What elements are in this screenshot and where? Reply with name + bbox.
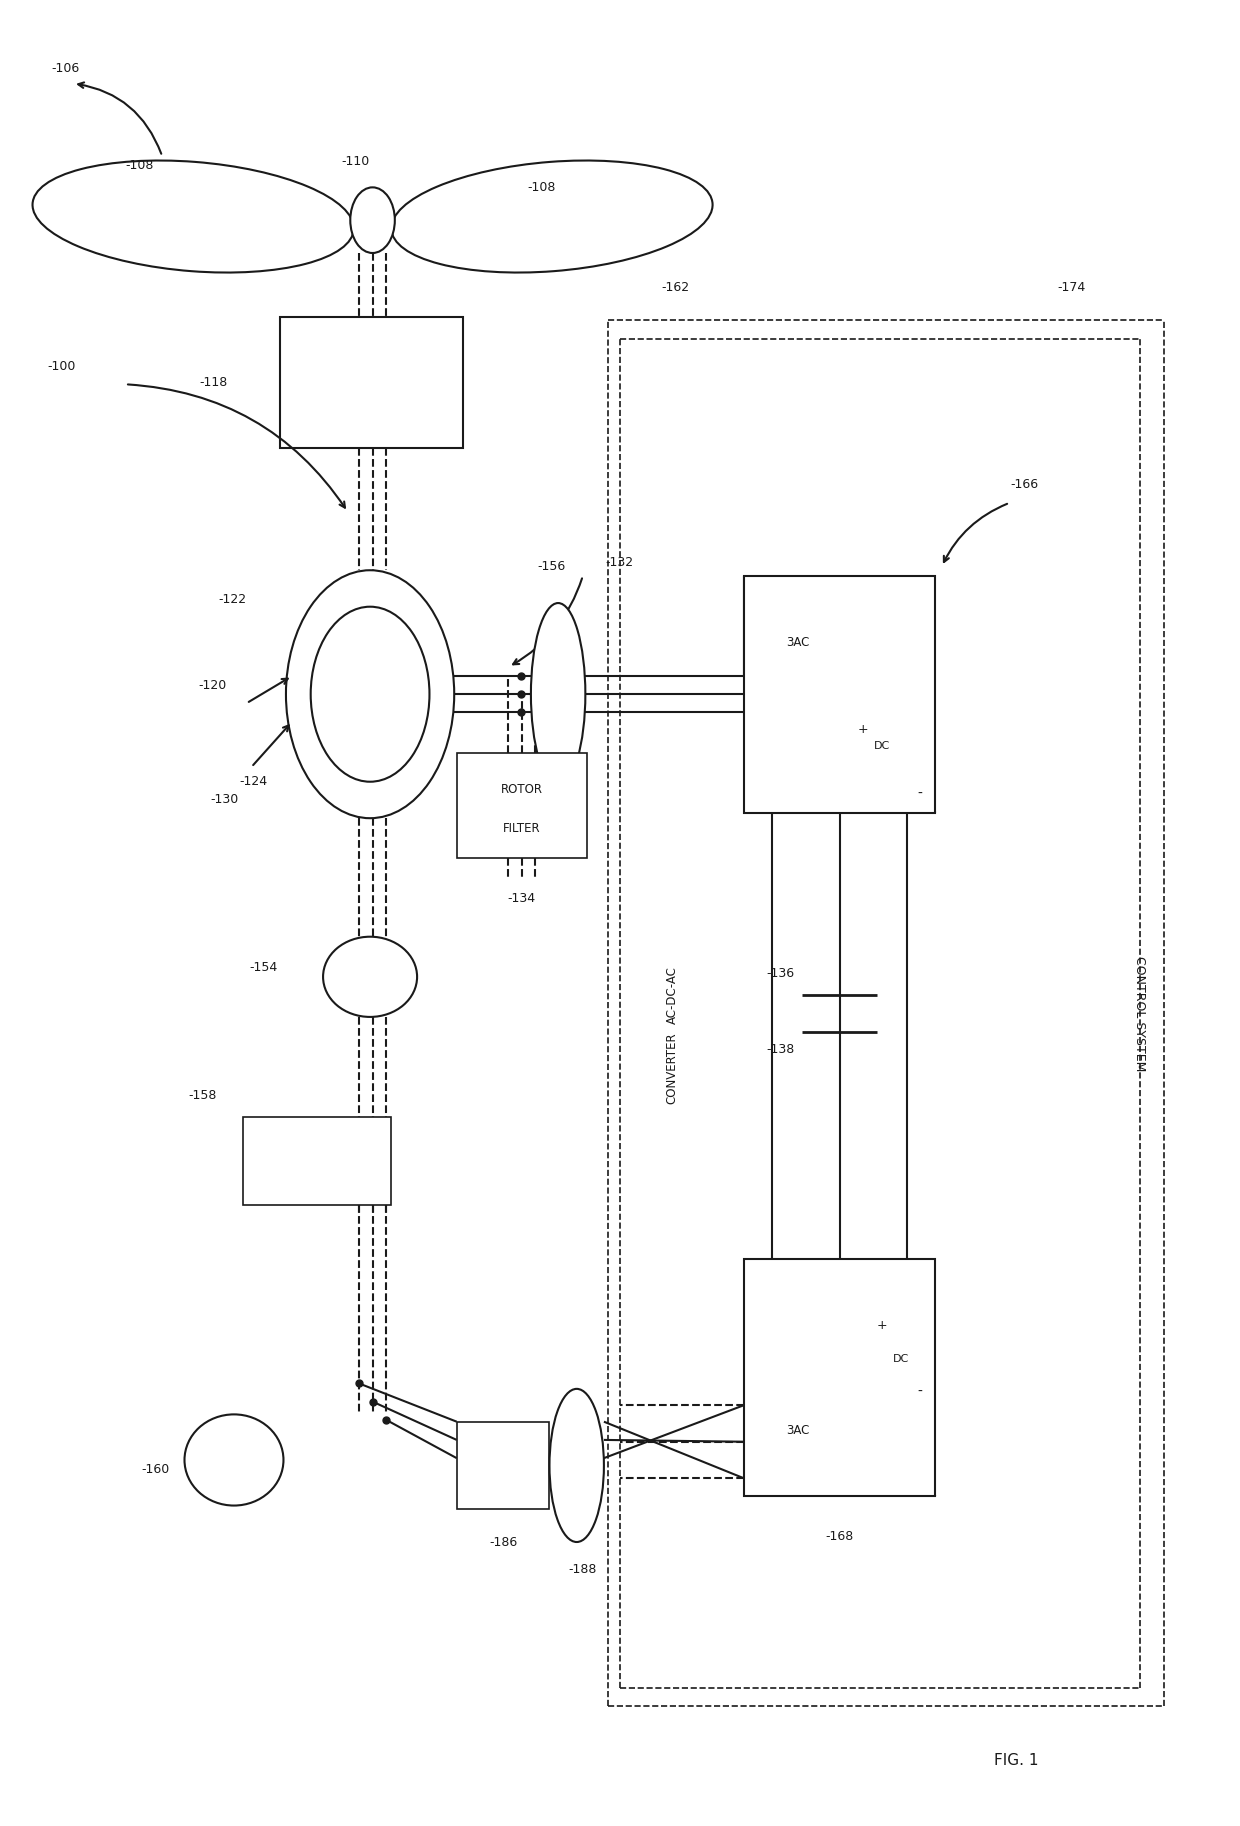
Circle shape <box>311 606 429 782</box>
Text: DC: DC <box>893 1353 909 1364</box>
Text: -124: -124 <box>239 776 268 789</box>
Text: -166: -166 <box>1011 478 1039 491</box>
Circle shape <box>286 570 454 818</box>
Text: -168: -168 <box>826 1530 853 1543</box>
Text: -162: -162 <box>662 281 689 294</box>
Ellipse shape <box>32 161 353 272</box>
Text: -: - <box>918 1386 923 1399</box>
Ellipse shape <box>392 161 713 272</box>
Text: -186: -186 <box>489 1536 517 1548</box>
Bar <box>280 316 463 447</box>
Text: -: - <box>918 787 923 802</box>
Text: -154: -154 <box>249 960 278 975</box>
Text: AC-DC-AC: AC-DC-AC <box>666 966 678 1024</box>
Bar <box>456 1422 549 1510</box>
Text: 3AC: 3AC <box>786 1424 810 1437</box>
Text: -160: -160 <box>141 1463 170 1475</box>
Circle shape <box>350 188 394 254</box>
Text: -174: -174 <box>1058 281 1086 294</box>
Text: FIG. 1: FIG. 1 <box>993 1753 1038 1768</box>
Text: ROTOR: ROTOR <box>501 783 543 796</box>
Bar <box>243 1118 391 1205</box>
Text: -110: -110 <box>342 155 370 168</box>
Text: -132: -132 <box>605 557 634 570</box>
Text: +: + <box>877 1318 887 1333</box>
Text: -156: -156 <box>538 561 567 573</box>
Text: -130: -130 <box>211 794 239 807</box>
Text: FILTER: FILTER <box>503 822 541 834</box>
Text: -188: -188 <box>569 1563 598 1576</box>
Text: -136: -136 <box>766 966 795 981</box>
Text: -134: -134 <box>507 891 536 906</box>
Text: +: + <box>857 723 868 736</box>
Text: -108: -108 <box>527 181 556 194</box>
Text: -158: -158 <box>188 1088 217 1101</box>
Text: -106: -106 <box>51 62 79 75</box>
Text: -138: -138 <box>766 1043 795 1055</box>
Bar <box>456 752 587 858</box>
Text: -120: -120 <box>198 679 227 692</box>
Text: CONTROL SYSTEM: CONTROL SYSTEM <box>1133 955 1146 1072</box>
Text: DC: DC <box>874 741 890 750</box>
Ellipse shape <box>531 603 585 785</box>
Bar <box>744 575 935 813</box>
Ellipse shape <box>185 1415 284 1506</box>
Text: -108: -108 <box>125 159 154 172</box>
Bar <box>744 1260 935 1497</box>
Text: CONVERTER: CONVERTER <box>666 1032 678 1103</box>
Ellipse shape <box>549 1390 604 1541</box>
Text: -100: -100 <box>47 360 76 373</box>
Text: -118: -118 <box>200 376 228 389</box>
Ellipse shape <box>324 937 417 1017</box>
Text: -122: -122 <box>218 593 247 606</box>
Text: 3AC: 3AC <box>786 635 810 648</box>
